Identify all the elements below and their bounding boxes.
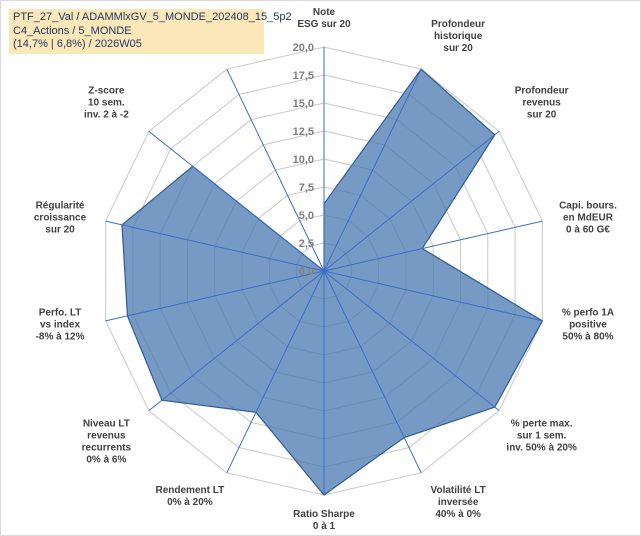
axis-line — [226, 68, 325, 272]
axis-line — [323, 130, 500, 272]
category-label: Profondeur historique sur 20 — [431, 19, 485, 54]
axis-line — [323, 270, 422, 474]
category-label: Rendement LT 0% à 20% — [156, 485, 225, 508]
axis-line — [148, 130, 325, 272]
tick-label: 17,5 — [293, 70, 314, 82]
category-label: Niveau LT revenus recurrents 0% à 6% — [82, 419, 132, 466]
tick-label: 0,0 — [299, 266, 314, 278]
info-box: PTF_27_Val / ADAMMlxGV_5_MONDE_202408_15… — [9, 9, 292, 54]
tick-label: 7,5 — [299, 182, 314, 194]
axis-line — [323, 68, 422, 272]
tick-label: 2,5 — [299, 238, 314, 250]
category-label: Régularité croissance sur 20 — [34, 201, 87, 236]
axis-line — [323, 270, 543, 322]
tick-label: 15,0 — [293, 98, 314, 110]
axis-line — [323, 220, 543, 272]
category-label: Capi. bours. en MdEUR 0 à 60 G€ — [559, 201, 617, 236]
category-label: Volatilité LT inversée 40% à 0% — [431, 485, 486, 520]
category-label: Ratio Sharpe 0 à 1 — [293, 509, 355, 532]
axis-line — [226, 270, 325, 474]
category-label: Profondeur revenus sur 20 — [515, 85, 569, 120]
axis-line — [105, 270, 325, 322]
category-label: Perfo. LT vs index -8% à 12% — [36, 307, 85, 342]
info-line-3: (14,7% | 6,8%) / 2026W05 — [13, 38, 142, 50]
category-label: % perfo 1A positive 50% à 80% — [562, 307, 614, 342]
info-line-1: PTF_27_Val / ADAMMlxGV_5_MONDE_202408_15… — [13, 11, 292, 23]
category-label: % perte max. sur 1 sem. inv. 50% à 20% — [506, 419, 577, 454]
tick-label: 5,0 — [299, 210, 314, 222]
category-label: Note ESG sur 20 — [297, 7, 351, 30]
axis-line — [105, 220, 325, 272]
tick-label: 10,0 — [293, 154, 314, 166]
axis-line — [148, 270, 325, 412]
tick-label: 12,5 — [293, 126, 314, 138]
axis-line — [323, 270, 500, 412]
tick-label: 20,0 — [293, 42, 314, 54]
info-line-2: C4_Actions / 5_MONDE — [13, 24, 132, 37]
category-label: Z-score 10 sem. inv. 2 à -2 — [84, 85, 129, 120]
